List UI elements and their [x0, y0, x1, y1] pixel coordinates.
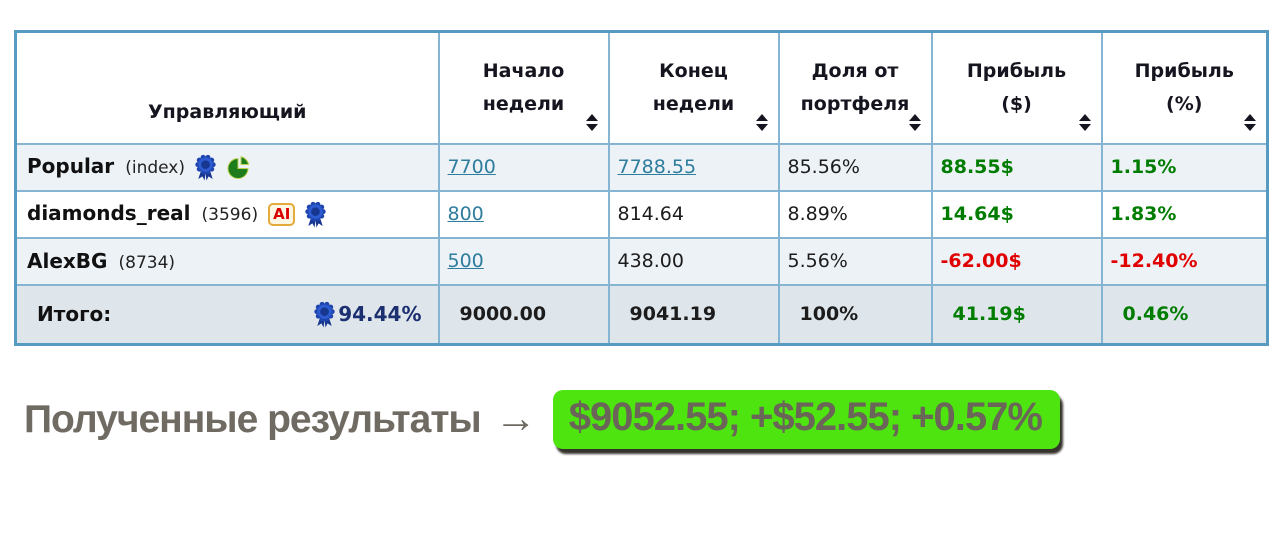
manager-cell: Popular (index): [14, 142, 440, 192]
totals-award: 94.44%: [313, 301, 422, 328]
week-start-cell: 800: [437, 189, 610, 239]
header-profit-pct-line2: (%): [1166, 92, 1203, 115]
totals-profit-usd: 41.19$: [930, 283, 1103, 346]
sort-up-down-icon[interactable]: [1244, 113, 1256, 131]
manager-suffix: (index): [125, 157, 185, 178]
totals-manager-cell: Итого:: [14, 283, 440, 346]
results-label: Полученные результаты: [24, 397, 482, 441]
totals-row: Итого:: [14, 283, 1269, 346]
table-header-row: Управляющий Начало недели Конец недели Д…: [14, 30, 1269, 145]
header-profit-usd-line2: ($): [1001, 92, 1032, 115]
totals-profit-pct: 0.46%: [1100, 283, 1269, 346]
profit-usd-cell: -62.00$: [930, 236, 1103, 286]
results-value-badge: $9052.55; +$52.55; +0.57%: [552, 390, 1060, 449]
award-rosette-icon: [304, 201, 327, 228]
header-profit-pct-line1: Прибыль: [1134, 59, 1234, 82]
award-rosette-icon: [194, 154, 217, 181]
table-row: Popular (index): [14, 142, 1269, 192]
header-week-start-line1: Начало: [482, 59, 565, 82]
profit-usd-cell: 88.55$: [930, 142, 1103, 192]
manager-cell: AlexBG (8734): [14, 236, 440, 286]
profit-pct-cell: -12.40%: [1100, 236, 1269, 286]
share-cell: 85.56%: [777, 142, 933, 192]
sort-up-down-icon[interactable]: [755, 113, 768, 131]
manager-name: AlexBG: [27, 249, 108, 273]
sort-up-down-icon[interactable]: [585, 113, 598, 131]
week-start-cell: 7700: [437, 142, 610, 192]
results-summary: Полученные результаты → $9052.55; +$52.5…: [12, 390, 1280, 449]
totals-share: 100%: [777, 283, 933, 346]
header-week-start-line2: недели: [482, 92, 565, 115]
week-start-link[interactable]: 500: [447, 250, 484, 272]
manager-cell: diamonds_real (3596) AI: [14, 189, 440, 239]
share-cell: 5.56%: [777, 236, 933, 286]
manager-name: Popular: [27, 153, 115, 178]
manager-name: diamonds_real: [27, 200, 191, 225]
week-start-link[interactable]: 7700: [447, 156, 496, 178]
totals-award-pct: 94.44%: [338, 302, 422, 327]
profit-usd-cell: 14.64$: [930, 189, 1103, 239]
header-profit-usd-line1: Прибыль: [966, 59, 1067, 82]
totals-week-start: 9000.00: [437, 283, 610, 346]
header-week-start[interactable]: Начало недели: [437, 30, 610, 145]
header-profit-usd[interactable]: Прибыль ($): [930, 30, 1103, 145]
totals-label: Итого:: [37, 302, 112, 327]
table-row: diamonds_real (3596) AI: [14, 189, 1269, 239]
profit-pct-cell: 1.83%: [1100, 189, 1269, 239]
table-row: AlexBG (8734) 500 438.00 5.56% -62.00$ -…: [14, 236, 1269, 286]
header-week-end-line2: недели: [652, 92, 735, 115]
ai-badge: AI: [268, 202, 296, 226]
header-portfolio-share[interactable]: Доля от портфеля: [777, 30, 933, 145]
header-manager-label: Управляющий: [148, 100, 307, 123]
manager-suffix: (8734): [118, 253, 176, 273]
week-end-cell: 7788.55: [607, 142, 780, 192]
header-profit-pct[interactable]: Прибыль (%): [1100, 30, 1269, 145]
header-portfolio-share-line2: портфеля: [800, 92, 910, 115]
week-start-link[interactable]: 800: [447, 203, 484, 225]
sort-up-down-icon[interactable]: [1078, 113, 1091, 131]
header-manager: Управляющий: [14, 30, 440, 145]
right-arrow-icon: →: [494, 393, 537, 441]
profit-pct-cell: 1.15%: [1100, 142, 1269, 192]
pie-chart-icon: [226, 155, 251, 180]
week-end-cell: 814.64: [607, 189, 780, 239]
header-week-end-line1: Конец: [659, 59, 728, 82]
share-cell: 8.89%: [777, 189, 933, 239]
week-end-link[interactable]: 7788.55: [617, 156, 697, 178]
award-rosette-icon: [313, 301, 336, 328]
manager-suffix: (3596): [201, 204, 259, 225]
managers-table: Управляющий Начало недели Конец недели Д…: [14, 30, 1269, 346]
header-week-end[interactable]: Конец недели: [607, 30, 780, 145]
week-start-cell: 500: [437, 236, 610, 286]
week-end-cell: 438.00: [607, 236, 780, 286]
sort-up-down-icon[interactable]: [908, 113, 921, 131]
totals-week-end: 9041.19: [607, 283, 780, 346]
header-portfolio-share-line1: Доля от: [811, 59, 899, 82]
